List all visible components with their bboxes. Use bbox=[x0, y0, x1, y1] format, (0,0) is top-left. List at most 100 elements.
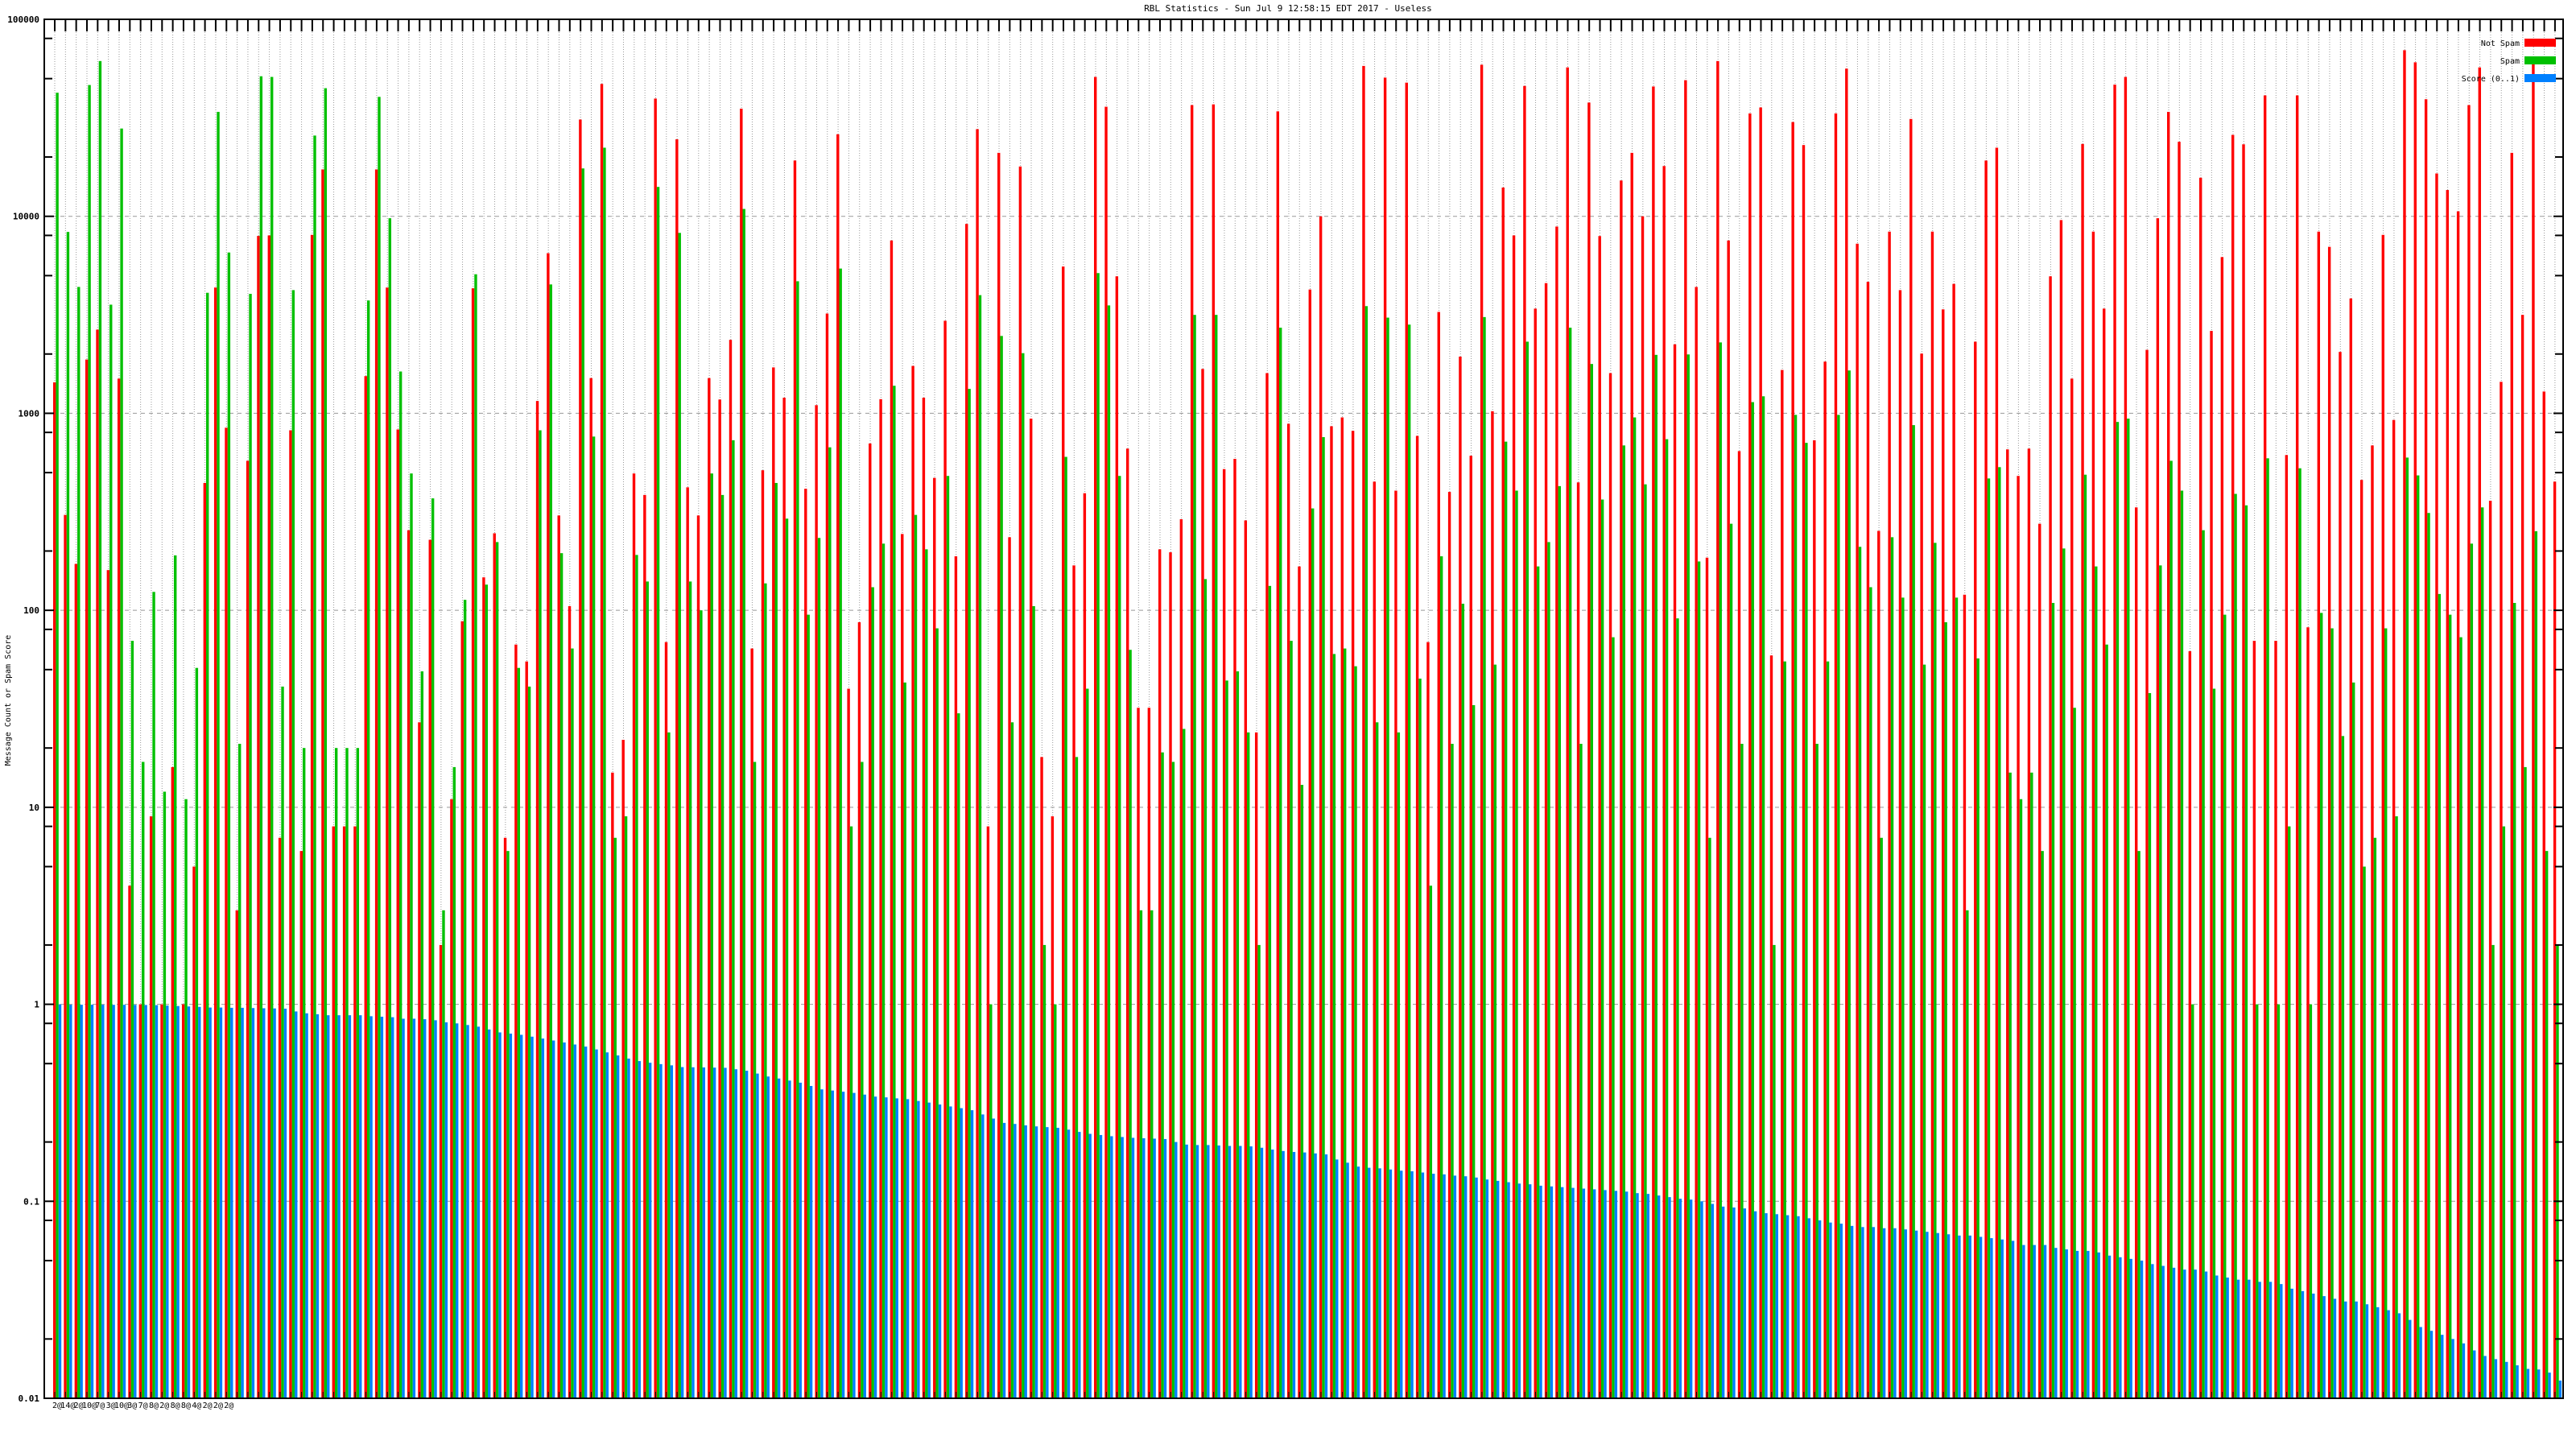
legend-label: Score (0..1) bbox=[2462, 75, 2520, 84]
score-bar bbox=[831, 1090, 834, 1398]
not-spam-bar bbox=[1576, 482, 1580, 1398]
not-spam-bar bbox=[128, 886, 131, 1398]
score-bar bbox=[970, 1110, 974, 1398]
not-spam-bar bbox=[2488, 501, 2492, 1398]
not-spam-bar bbox=[1813, 440, 1816, 1398]
spam-bar bbox=[1858, 547, 1862, 1398]
score-bar bbox=[1207, 1145, 1210, 1398]
not-spam-bar bbox=[825, 313, 829, 1399]
score-bar bbox=[1753, 1211, 1757, 1398]
spam-bar bbox=[978, 295, 982, 1398]
spam-bar bbox=[452, 766, 456, 1398]
score-bar bbox=[241, 1007, 244, 1398]
not-spam-bar bbox=[1512, 235, 1516, 1398]
spam-bar bbox=[1344, 648, 1347, 1398]
score-bar bbox=[670, 1065, 674, 1398]
spam-bar bbox=[152, 592, 155, 1398]
not-spam-bar bbox=[1018, 166, 1022, 1399]
spam-bar bbox=[881, 543, 886, 1399]
spam-bar bbox=[1719, 342, 1722, 1398]
not-spam-bar bbox=[1362, 65, 1365, 1398]
not-spam-bar bbox=[2295, 95, 2299, 1399]
score-bar bbox=[1195, 1145, 1199, 1398]
score-bar bbox=[1249, 1146, 1253, 1398]
score-bar bbox=[1013, 1124, 1017, 1398]
score-bar bbox=[820, 1089, 824, 1398]
spam-bar bbox=[1118, 476, 1121, 1399]
spam-bar bbox=[903, 682, 906, 1398]
x-tick-label: 8@ bbox=[149, 1402, 159, 1410]
score-bar bbox=[1721, 1206, 1725, 1398]
not-spam-bar bbox=[1254, 732, 1258, 1398]
score-bar bbox=[702, 1067, 705, 1398]
not-spam-bar bbox=[1276, 111, 1280, 1398]
score-bar bbox=[734, 1069, 737, 1398]
spam-bar bbox=[559, 553, 564, 1398]
score-bar bbox=[2290, 1288, 2293, 1398]
not-spam-bar bbox=[310, 234, 314, 1399]
not-spam-bar bbox=[503, 837, 507, 1398]
x-tick-label: 8@ bbox=[181, 1402, 191, 1410]
score-bar bbox=[2248, 1279, 2251, 1398]
spam-bar bbox=[1837, 415, 1840, 1398]
spam-bar bbox=[1257, 944, 1261, 1398]
spam-bar bbox=[2212, 688, 2216, 1398]
not-spam-bar bbox=[278, 837, 282, 1398]
spam-bar bbox=[774, 482, 778, 1398]
not-spam-bar bbox=[696, 515, 700, 1399]
spam-bar bbox=[2417, 475, 2420, 1398]
score-bar bbox=[2268, 1282, 2273, 1398]
score-bar bbox=[1839, 1224, 1843, 1398]
spam-bar bbox=[2062, 548, 2066, 1398]
spam-bar bbox=[849, 826, 853, 1398]
spam-bar bbox=[1955, 597, 1959, 1398]
not-spam-bar bbox=[1781, 369, 1784, 1399]
not-spam-bar bbox=[1126, 448, 1129, 1399]
not-spam-bar bbox=[2103, 308, 2106, 1398]
x-tick-label: 2@ bbox=[52, 1402, 62, 1410]
spam-bar bbox=[1010, 722, 1014, 1398]
not-spam-bar bbox=[1008, 537, 1011, 1398]
spam-bar bbox=[1568, 328, 1572, 1398]
not-spam-bar bbox=[2242, 144, 2245, 1398]
spam-bar bbox=[2524, 766, 2527, 1398]
score-bar bbox=[176, 1005, 180, 1398]
x-tick-label: 2@ bbox=[213, 1402, 223, 1410]
spam-bar bbox=[1826, 661, 1830, 1398]
score-bar bbox=[122, 1005, 126, 1398]
spam-bar bbox=[2105, 644, 2108, 1398]
score-bar bbox=[809, 1086, 813, 1398]
spam-bar bbox=[2448, 614, 2452, 1398]
not-spam-bar bbox=[289, 430, 292, 1398]
not-spam-bar bbox=[96, 329, 99, 1398]
spam-bar bbox=[2051, 602, 2055, 1398]
y-tick-label: 1 bbox=[34, 1000, 39, 1010]
not-spam-bar bbox=[1823, 361, 1827, 1399]
spam-bar bbox=[2341, 736, 2345, 1398]
not-spam-bar bbox=[460, 621, 464, 1398]
spam-bar bbox=[302, 748, 306, 1398]
score-bar bbox=[2516, 1365, 2519, 1398]
spam-bar bbox=[785, 518, 789, 1398]
spam-bar bbox=[2545, 851, 2549, 1398]
score-bar bbox=[2033, 1245, 2036, 1398]
not-spam-bar bbox=[2467, 105, 2471, 1398]
score-bar bbox=[1067, 1129, 1071, 1398]
score-bar bbox=[1507, 1182, 1510, 1398]
not-spam-bar bbox=[2532, 59, 2535, 1398]
not-spam-bar bbox=[1383, 77, 1387, 1399]
spam-bar bbox=[1773, 944, 1776, 1398]
not-spam-bar bbox=[535, 401, 539, 1398]
score-bar bbox=[2441, 1335, 2444, 1398]
spam-bar bbox=[485, 584, 488, 1398]
spam-bar bbox=[2512, 602, 2516, 1398]
not-spam-bar bbox=[1265, 373, 1269, 1398]
x-tick-label: 2@ bbox=[224, 1402, 233, 1410]
spam-bar bbox=[700, 610, 703, 1398]
score-bar bbox=[2107, 1255, 2112, 1398]
score-bar bbox=[2097, 1252, 2100, 1398]
not-spam-bar bbox=[1233, 459, 1236, 1398]
spam-bar bbox=[688, 581, 692, 1398]
spam-bar bbox=[989, 1004, 993, 1398]
